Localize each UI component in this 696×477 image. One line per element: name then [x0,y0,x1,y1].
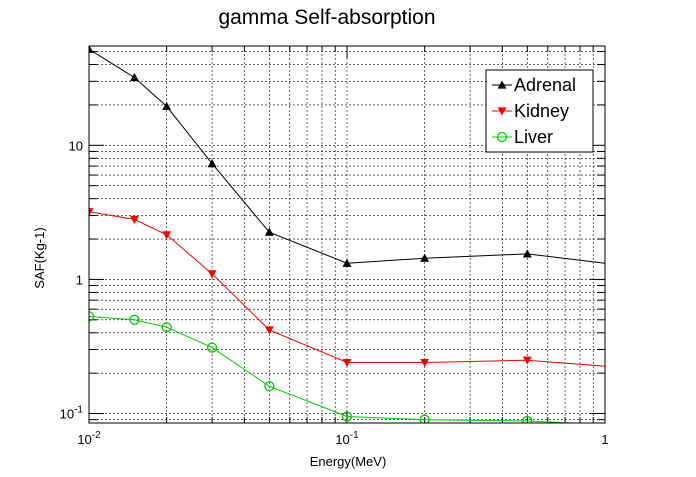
legend-marker [497,80,507,89]
series-line [89,315,585,423]
data-point [129,314,140,325]
legend-marker [497,107,507,116]
data-point [264,381,275,392]
chart-title: gamma Self-absorption [218,6,435,29]
x-axis-label: Energy(MeV) [310,454,387,469]
data-point [264,227,274,236]
y-tick-label: 1 [76,272,83,287]
legend-box [485,69,594,153]
series-liver [89,311,585,423]
series-adrenal [89,46,605,267]
data-point [162,101,172,110]
legend-marker [496,131,508,143]
legend-label: Kidney [514,101,569,121]
data-point [129,73,139,82]
data-point [522,356,532,365]
data-point [89,46,94,53]
x-tick-label: 1 [601,432,608,447]
data-point [206,342,218,353]
data-point [341,411,353,422]
legend-entries: Adrenal Kidney Liver [492,75,576,147]
data-point [420,358,430,368]
data-point [420,253,430,262]
legend-label: Liver [514,127,553,147]
grid-lines [88,46,606,423]
legend: Adrenal Kidney Liver [485,69,594,153]
data-point [89,208,94,217]
legend-entry-liver: Liver [492,127,553,147]
data-point [207,159,217,168]
data-point [207,270,217,279]
tick-labels: 10-2 10-1 1 10-1 1 10 [60,138,609,447]
series-layer [89,46,605,423]
data-point [161,322,172,333]
data-point [342,358,352,368]
legend-entry-kidney: Kidney [492,101,569,121]
y-tick-label: 10 [69,138,83,153]
data-point [129,215,139,224]
y-tick-label: 10-1 [60,405,84,422]
data-point [522,249,532,258]
data-point [89,311,95,322]
data-point [264,326,274,335]
data-point [419,414,430,423]
legend-label: Adrenal [514,75,576,95]
data-point [162,231,172,240]
x-tick-label: 10-1 [335,430,359,447]
y-axis-label: SAF(Kg-1) [32,227,47,288]
series-kidney [89,208,605,368]
plot-frame [88,45,606,424]
data-point [342,258,352,267]
x-tick-label: 10-2 [77,430,101,447]
legend-entry-adrenal: Adrenal [492,75,576,95]
data-point [522,415,533,423]
